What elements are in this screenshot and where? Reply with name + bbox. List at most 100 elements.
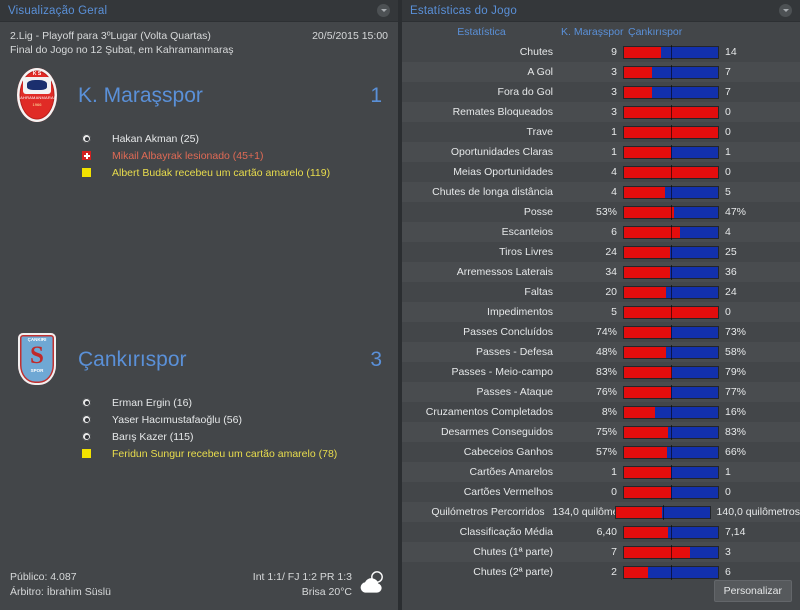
home-stat-value: 4	[611, 166, 617, 178]
home-stat-value: 48%	[595, 346, 617, 358]
stats-panel-title: Estatísticas do Jogo	[410, 4, 517, 17]
stat-label: Quilómetros Percorridos	[431, 506, 545, 518]
home-team-score: 1	[370, 84, 382, 107]
away-stat-value: 25	[725, 246, 737, 258]
stat-comparison-bar	[623, 544, 719, 560]
stat-comparison-bar	[623, 364, 719, 380]
stat-comparison-bar	[623, 104, 719, 120]
stat-label: Passes - Defesa	[475, 346, 553, 358]
stat-comparison-bar	[623, 264, 719, 280]
table-row: Passes - Defesa 48% 58%	[402, 342, 800, 362]
table-row: Passes Concluídos 74% 73%	[402, 322, 800, 342]
event-text: Mikail Albayrak lesionado (45+1)	[112, 149, 264, 162]
overview-panel-header: Visualização Geral	[0, 0, 398, 22]
home-stat-value: 75%	[595, 426, 617, 438]
table-row: Meias Oportunidades 4 0	[402, 162, 800, 182]
stat-label: Chutes de longa distância	[432, 186, 553, 198]
attendance-label: Público: 4.087	[10, 571, 77, 583]
away-stat-value: 0	[725, 486, 731, 498]
away-stat-value: 7,14	[725, 526, 746, 538]
stats-table-body: Chutes 9 14 A Gol 3 7 Fora do Gol 3 7 Remates Blo…	[402, 42, 800, 582]
home-stat-value: 7	[611, 546, 617, 558]
away-badge-letter: S	[30, 342, 44, 369]
stat-label: Escanteios	[501, 226, 553, 238]
injury-icon	[82, 151, 91, 160]
home-team-badge-icon: K S KAHRAMANMARAŞ 1966	[14, 67, 60, 125]
stats-panel-footer: Personalizar	[402, 570, 800, 610]
home-stat-value: 3	[611, 86, 617, 98]
home-stat-value: 74%	[595, 326, 617, 338]
stat-label: Cruzamentos Completados	[425, 406, 553, 418]
goal-icon	[82, 398, 91, 407]
yellow-card-icon	[82, 449, 91, 458]
competition-label: 2.Lig - Playoff para 3ºLugar (Volta Quar…	[10, 30, 211, 42]
home-stat-value: 3	[611, 66, 617, 78]
footer-left: Público: 4.087 Árbitro: İbrahim Süslü	[10, 570, 253, 600]
customize-button[interactable]: Personalizar	[713, 580, 792, 602]
stat-label: Arremessos Laterais	[456, 266, 553, 278]
home-stat-value: 20	[605, 286, 617, 298]
table-row: Arremessos Laterais 34 36	[402, 262, 800, 282]
stat-comparison-bar	[623, 44, 719, 60]
stat-comparison-bar	[623, 204, 719, 220]
stat-label: Tiros Livres	[499, 246, 553, 258]
away-team-name[interactable]: Çankırıspor	[78, 348, 187, 371]
stat-comparison-bar	[623, 404, 719, 420]
away-stat-value: 0	[725, 106, 731, 118]
home-stat-value: 134,0 quilômetros	[552, 506, 636, 518]
stats-panel-body: Estatística K. Maraşspor Çankırıspor Chu…	[402, 22, 800, 610]
overview-panel-title: Visualização Geral	[8, 4, 108, 17]
column-header-away: Çankırıspor	[628, 26, 683, 38]
stat-label: Classificação Média	[459, 526, 553, 538]
away-stat-value: 5	[725, 186, 731, 198]
home-stat-value: 1	[611, 126, 617, 138]
event-text: Hakan Akman (25)	[112, 132, 199, 145]
table-row: Posse 53% 47%	[402, 202, 800, 222]
stat-comparison-bar	[623, 64, 719, 80]
stat-comparison-bar	[623, 144, 719, 160]
away-stat-value: 73%	[725, 326, 747, 338]
stats-panel-header: Estatísticas do Jogo	[402, 0, 800, 22]
cloudy-icon	[358, 570, 388, 596]
venue-status-label: Final do Jogo no 12 Şubat, em Kahramanma…	[10, 44, 234, 56]
list-item: Yaser Hacımustafaoğlu (56)	[82, 411, 388, 428]
stat-comparison-bar	[623, 524, 719, 540]
stat-comparison-bar	[623, 284, 719, 300]
overview-panel-menu-icon[interactable]	[377, 4, 390, 17]
away-stat-value: 24	[725, 286, 737, 298]
stat-label: Passes - Ataque	[476, 386, 553, 398]
stat-label: Cartões Amarelos	[469, 466, 553, 478]
away-team-events: Erman Ergin (16) Yaser Hacımustafaoğlu (…	[82, 391, 388, 462]
list-item: Barış Kazer (115)	[82, 428, 388, 445]
home-team-name[interactable]: K. Maraşspor	[78, 84, 203, 107]
table-row: Escanteios 6 4	[402, 222, 800, 242]
event-text: Barış Kazer (115)	[112, 430, 194, 443]
stat-comparison-bar	[614, 504, 711, 520]
stat-comparison-bar	[623, 124, 719, 140]
home-stat-value: 34	[605, 266, 617, 278]
list-item: Erman Ergin (16)	[82, 394, 388, 411]
home-team-header[interactable]: K S KAHRAMANMARAŞ 1966 K. Maraşspor 1	[10, 65, 388, 127]
away-stat-value: 0	[725, 306, 731, 318]
event-text: Erman Ergin (16)	[112, 396, 192, 409]
stats-panel-menu-icon[interactable]	[779, 4, 792, 17]
away-team-badge-icon: ÇANKIRI S SPOR	[14, 331, 60, 389]
home-badge-city: KAHRAMANMARAŞ	[17, 95, 57, 100]
away-stat-value: 4	[725, 226, 731, 238]
away-stat-value: 6	[725, 566, 731, 578]
table-row: Passes - Meio-campo 83% 79%	[402, 362, 800, 382]
away-badge-suffix: SPOR	[30, 368, 44, 373]
stat-label: Remates Bloqueados	[452, 106, 553, 118]
home-stat-value: 76%	[595, 386, 617, 398]
away-team-header[interactable]: ÇANKIRI S SPOR Çankırıspor 3	[10, 329, 388, 391]
stat-comparison-bar	[623, 324, 719, 340]
period-scores-label: Int 1:1/ FJ 1:2 PR 1:3	[252, 571, 352, 583]
stat-label: Chutes (2ª parte)	[473, 566, 553, 578]
column-header-stat: Estatística	[457, 26, 506, 38]
event-text: Yaser Hacımustafaoğlu (56)	[112, 413, 242, 426]
table-row: Cabeceios Ganhos 57% 66%	[402, 442, 800, 462]
away-stat-value: 1	[725, 466, 731, 478]
home-stat-value: 6	[611, 226, 617, 238]
footer-right: Int 1:1/ FJ 1:2 PR 1:3 Brisa 20°C	[253, 570, 352, 600]
table-row: Chutes de longa distância 4 5	[402, 182, 800, 202]
